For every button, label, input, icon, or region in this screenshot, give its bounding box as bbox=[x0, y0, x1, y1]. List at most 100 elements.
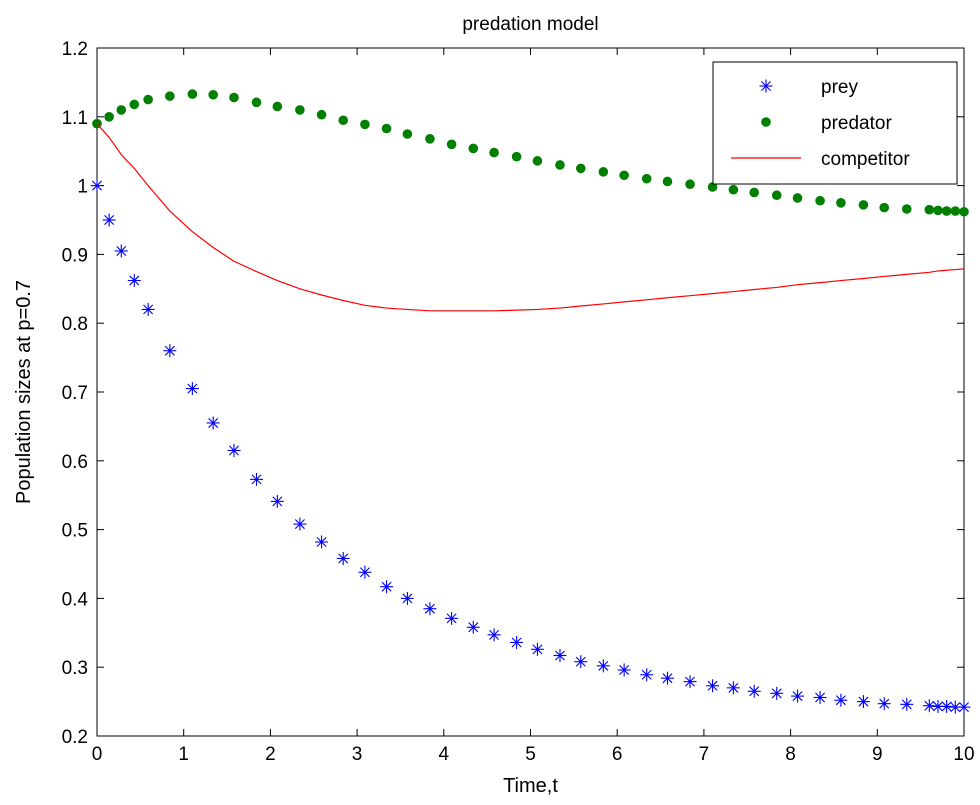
predator-point bbox=[950, 206, 961, 216]
asterisk-stroke bbox=[835, 695, 846, 706]
y-tick-label: 1 bbox=[77, 177, 88, 198]
asterisk-stroke bbox=[116, 245, 127, 256]
predator-point bbox=[104, 112, 114, 122]
asterisk-stroke bbox=[749, 686, 760, 697]
predator-point bbox=[707, 182, 718, 192]
predator-point bbox=[165, 91, 175, 101]
predator-point bbox=[532, 156, 543, 166]
asterisk-stroke bbox=[208, 417, 219, 428]
prey-point bbox=[900, 697, 914, 711]
predator-point bbox=[316, 109, 327, 120]
prey-point bbox=[877, 697, 891, 711]
prey-point bbox=[747, 684, 761, 698]
asterisk-stroke bbox=[424, 603, 435, 614]
prey-point bbox=[293, 517, 307, 531]
prey-point bbox=[227, 443, 241, 457]
asterisk-stroke bbox=[272, 496, 283, 507]
prey-point bbox=[102, 213, 116, 227]
prey-point bbox=[553, 649, 567, 663]
prey-point bbox=[163, 344, 177, 358]
predator-point bbox=[511, 151, 522, 162]
y-tick-label: 0.9 bbox=[62, 245, 88, 266]
asterisk-stroke bbox=[104, 215, 115, 225]
legend-swatch-predator bbox=[761, 117, 771, 127]
prey-point bbox=[530, 642, 544, 656]
series-predator bbox=[92, 89, 969, 217]
predator-point bbox=[555, 160, 565, 170]
predator-point bbox=[425, 134, 435, 144]
predator-point bbox=[792, 193, 803, 203]
prey-point bbox=[660, 671, 674, 685]
asterisk-stroke bbox=[619, 664, 630, 675]
y-tick-label: 0.2 bbox=[62, 727, 88, 748]
asterisk-stroke bbox=[858, 696, 869, 707]
y-tick-label: 0.4 bbox=[62, 589, 89, 610]
predator-point bbox=[143, 94, 153, 105]
x-tick-label: 9 bbox=[872, 744, 883, 765]
x-tick-label: 7 bbox=[699, 744, 710, 765]
x-tick-label: 10 bbox=[953, 744, 974, 765]
asterisk-stroke bbox=[316, 536, 327, 547]
x-tick-label: 5 bbox=[525, 744, 536, 765]
predator-point bbox=[446, 139, 457, 150]
prey-point bbox=[315, 535, 329, 549]
predator-point bbox=[187, 89, 198, 99]
prey-point bbox=[596, 659, 610, 673]
predator-point bbox=[879, 202, 890, 213]
y-tick-label: 0.3 bbox=[62, 658, 88, 679]
prey-point bbox=[445, 611, 459, 625]
predator-point bbox=[575, 163, 586, 174]
prey-point bbox=[957, 700, 971, 714]
prey-point bbox=[114, 244, 128, 258]
asterisk-stroke bbox=[294, 519, 305, 530]
asterisk-stroke bbox=[924, 700, 935, 711]
x-tick-label: 6 bbox=[612, 744, 623, 765]
prey-point bbox=[466, 620, 480, 634]
asterisk-stroke bbox=[532, 644, 543, 655]
y-tick-label: 0.6 bbox=[62, 452, 88, 473]
asterisk-stroke bbox=[468, 622, 479, 633]
asterisk-stroke bbox=[446, 613, 457, 624]
predator-point bbox=[933, 205, 943, 216]
prey-point bbox=[127, 274, 141, 288]
prey-point bbox=[380, 580, 394, 594]
prey-point bbox=[90, 179, 104, 193]
predator-point bbox=[272, 101, 283, 112]
asterisk-stroke bbox=[92, 180, 102, 191]
x-tick-label: 2 bbox=[265, 744, 276, 765]
predator-point bbox=[229, 92, 239, 103]
predator-point bbox=[598, 167, 609, 177]
asterisk-stroke bbox=[143, 304, 154, 315]
asterisk-stroke bbox=[228, 445, 239, 456]
predator-point bbox=[251, 97, 262, 108]
x-axis-label: Time,t bbox=[503, 775, 558, 797]
prey-point bbox=[726, 681, 740, 695]
prey-point bbox=[922, 699, 936, 713]
x-tick-label: 4 bbox=[439, 744, 450, 765]
prey-point bbox=[358, 565, 372, 579]
asterisk-stroke bbox=[381, 581, 392, 592]
predator-point bbox=[941, 206, 952, 216]
prey-point bbox=[617, 663, 631, 677]
prey-point bbox=[706, 679, 720, 693]
asterisk-stroke bbox=[164, 345, 175, 356]
predator-point bbox=[360, 119, 370, 130]
prey-point bbox=[141, 302, 155, 316]
predator-point bbox=[924, 204, 935, 215]
plot-area: 0 1 2 3 4 5 6 7 8 9 10 0.2 0.3 0.4 0.5 0.6 0.7 0.8 0.9 1 1.1… bbox=[62, 39, 975, 765]
asterisk-stroke bbox=[959, 702, 969, 713]
predator-point bbox=[641, 173, 652, 184]
prey-point bbox=[856, 695, 870, 709]
asterisk-stroke bbox=[792, 691, 803, 702]
asterisk-stroke bbox=[489, 629, 500, 640]
predator-point bbox=[619, 170, 629, 181]
series-prey bbox=[90, 179, 971, 714]
y-tick-label: 0.5 bbox=[62, 521, 88, 542]
asterisk-stroke bbox=[402, 593, 413, 604]
legend-label-prey: prey bbox=[821, 77, 858, 98]
prey-point bbox=[487, 628, 501, 642]
chart-title: predation model bbox=[462, 14, 598, 35]
legend-box bbox=[712, 61, 958, 185]
asterisk-stroke bbox=[761, 81, 771, 91]
prey-point bbox=[770, 686, 784, 700]
